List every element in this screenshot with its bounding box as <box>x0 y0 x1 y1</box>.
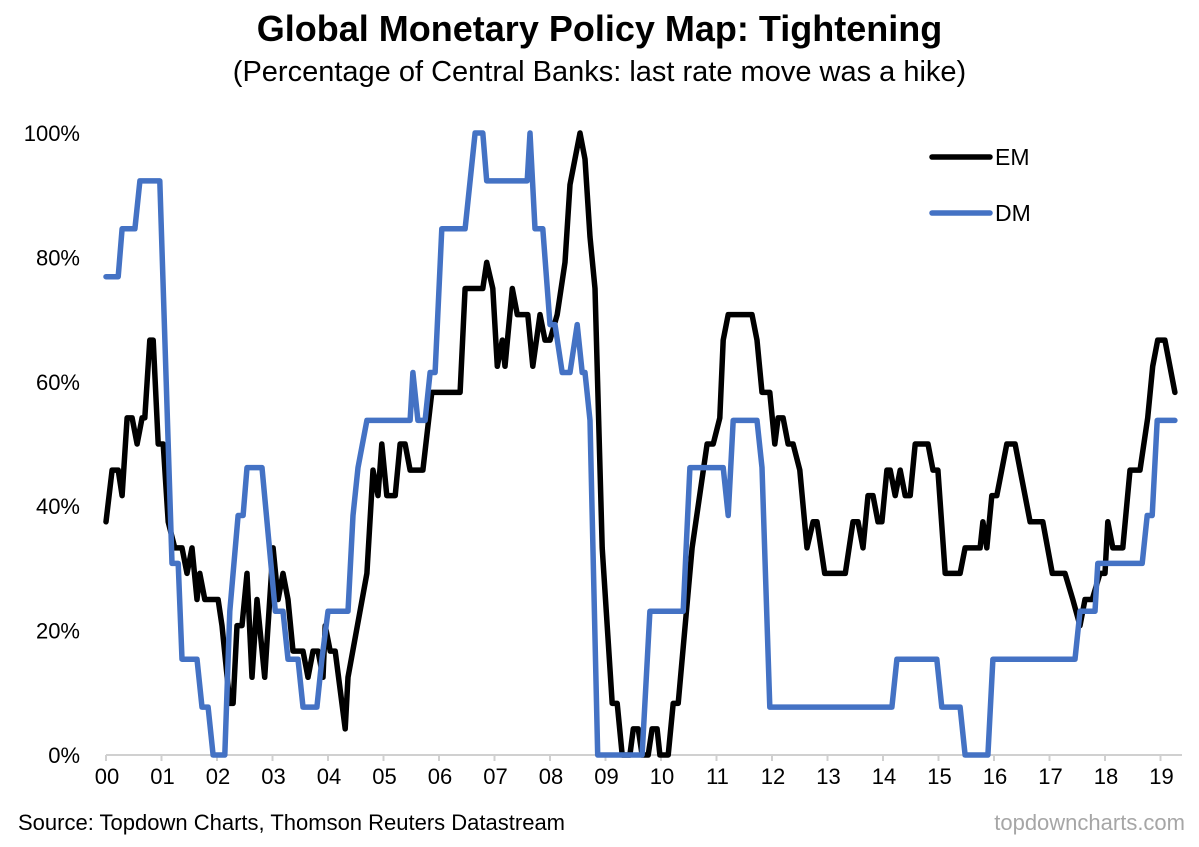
x-tick-label: 04 <box>317 764 341 789</box>
x-tick-label: 16 <box>983 764 1007 789</box>
series-line-em <box>103 130 1178 758</box>
chart-subtitle: (Percentage of Central Banks: last rate … <box>232 56 967 88</box>
x-tick-label: 00 <box>95 764 119 789</box>
y-tick-label: 100% <box>24 121 80 146</box>
x-tick-label: 13 <box>816 764 840 789</box>
x-tick-label: 05 <box>372 764 396 789</box>
x-tick-label: 02 <box>206 764 230 789</box>
x-tick-label: 01 <box>150 764 174 789</box>
x-tick-label: 07 <box>483 764 507 789</box>
legend-label-dm: DM <box>995 200 1031 226</box>
x-tick-label: 11 <box>706 764 729 789</box>
x-tick-label: 09 <box>594 764 618 789</box>
x-tick-label: 06 <box>428 764 452 789</box>
y-tick-label: 80% <box>36 245 80 270</box>
series-lines <box>103 130 1178 758</box>
x-tick-label: 08 <box>539 764 563 789</box>
x-tick-label: 03 <box>261 764 285 789</box>
y-tick-label: 60% <box>36 370 80 395</box>
chart-title: Global Monetary Policy Map: Tightening <box>256 8 943 49</box>
y-axis: 0% 20% 40% 60% 80% 100% <box>24 121 80 768</box>
x-tick-label: 19 <box>1149 764 1173 789</box>
x-tick-label: 14 <box>872 764 896 789</box>
y-tick-label: 0% <box>48 743 80 768</box>
x-tick-label: 12 <box>761 764 785 789</box>
legend: EM DM <box>929 144 1031 226</box>
brand-watermark: topdowncharts.com <box>994 810 1185 835</box>
y-tick-label: 40% <box>36 494 80 519</box>
y-tick-label: 20% <box>36 619 80 644</box>
source-note: Source: Topdown Charts, Thomson Reuters … <box>18 810 566 835</box>
x-tick-label: 18 <box>1094 764 1118 789</box>
x-tick-label: 15 <box>927 764 951 789</box>
series-line-dm <box>103 130 1178 758</box>
legend-label-em: EM <box>995 144 1030 170</box>
x-tick-label: 10 <box>650 764 674 789</box>
x-tick-label: 17 <box>1038 764 1062 789</box>
x-axis: 00 01 02 03 04 05 06 07 08 09 10 11 12 13 14 15 16 17 18 19 <box>95 754 1182 789</box>
